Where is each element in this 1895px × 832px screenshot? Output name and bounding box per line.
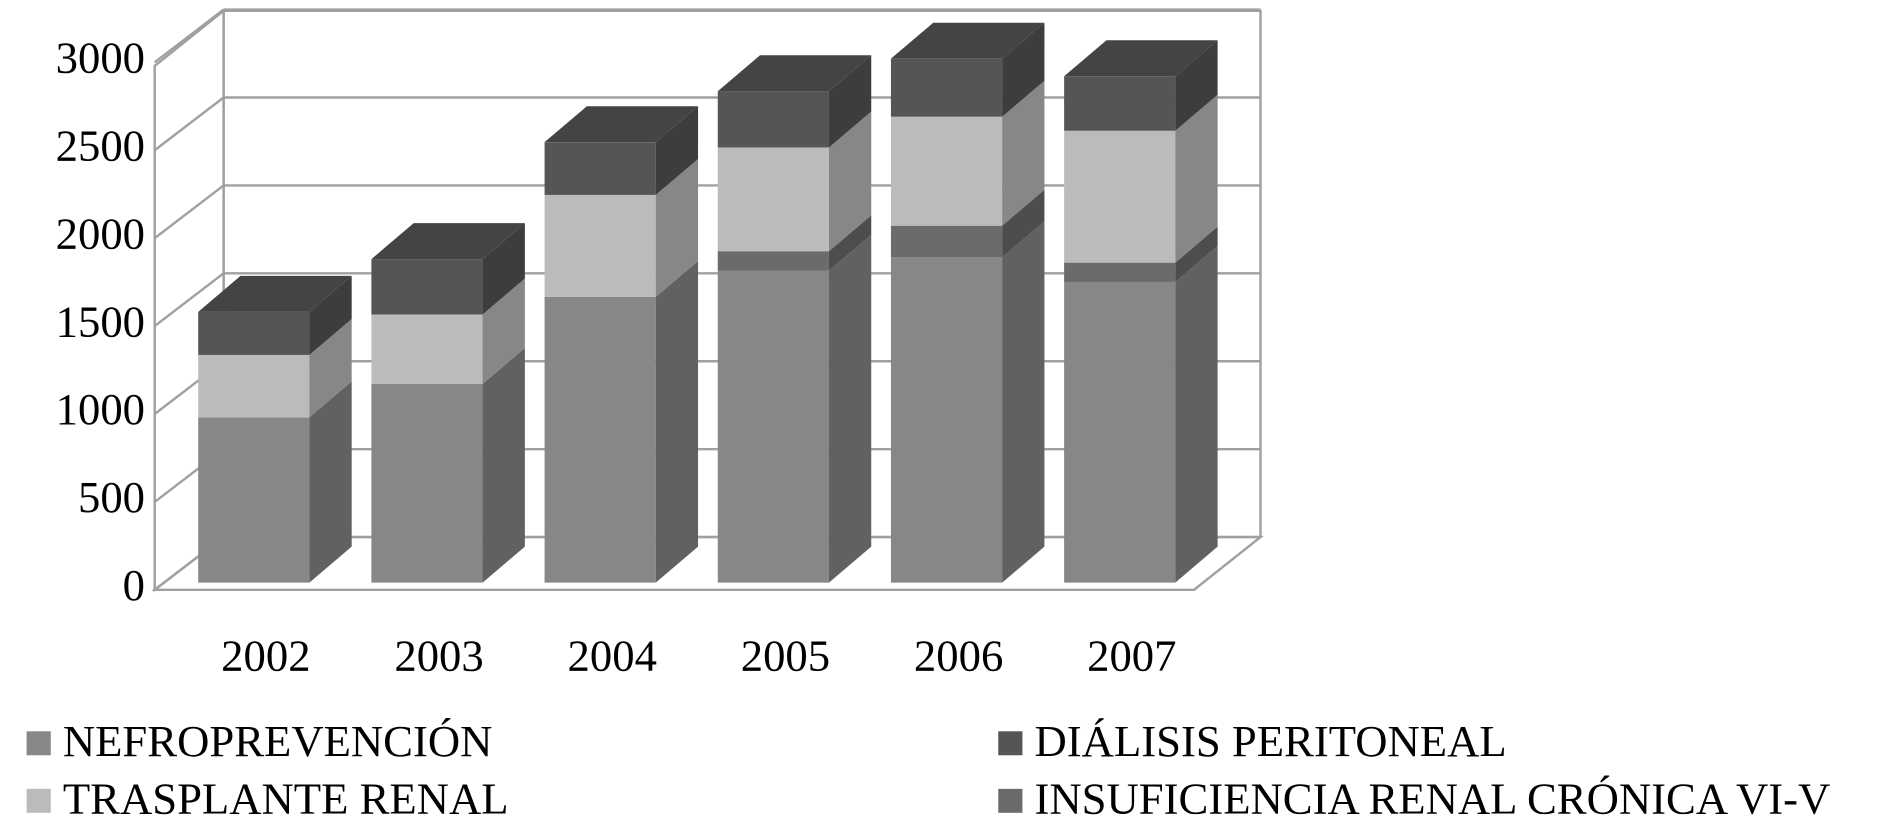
legend-label: NEFROPREVENCIÓN (63, 716, 493, 766)
bar-side (482, 278, 525, 384)
bar-side (828, 111, 872, 252)
x-tick-label: 2006 (914, 631, 1003, 681)
bar-side (655, 158, 699, 297)
bar-segment (371, 259, 483, 315)
legend-swatch (998, 731, 1023, 756)
grid-line (153, 8, 225, 64)
bar-side (828, 215, 872, 271)
bar-top (198, 275, 352, 312)
bar-segment (1064, 262, 1176, 282)
bar-segment (371, 383, 483, 583)
y-tick-label: 3000 (56, 33, 145, 83)
x-tick-label: 2002 (221, 631, 310, 681)
bar-segment (717, 251, 829, 271)
legend-swatch (26, 788, 51, 813)
bar-top (890, 22, 1045, 59)
grid-line (153, 184, 225, 240)
bar-segment (544, 296, 656, 583)
y-tick-label: 500 (78, 472, 145, 522)
bar-segment (544, 142, 656, 195)
bar-side (309, 381, 352, 583)
bar-segment (890, 58, 1003, 117)
bar-side (1002, 189, 1045, 258)
legend-swatch (998, 788, 1023, 813)
bar-side (482, 223, 525, 315)
legend-label: TRASPLANTE RENAL (63, 774, 509, 824)
legend-label: DIÁLISIS PERITONEAL (1035, 716, 1507, 766)
bar-segment (198, 311, 310, 355)
y-tick-label: 2500 (56, 121, 145, 171)
bar-segment (1064, 76, 1176, 131)
x-tick-label: 2004 (568, 631, 657, 681)
bar-segment (890, 257, 1003, 583)
bar-side (1175, 40, 1218, 131)
bar-side (482, 347, 525, 583)
bar-top (1064, 40, 1218, 77)
legend-label: INSUFICIENCIA RENAL CRÓNICA VI-V (1035, 774, 1831, 824)
bar-side (1002, 80, 1045, 226)
bar-side (828, 55, 872, 148)
bar-side (1002, 221, 1045, 583)
y-tick-label: 1500 (56, 296, 145, 346)
bar-segment (544, 194, 656, 297)
bar-side (655, 260, 699, 583)
bar-side (828, 234, 872, 583)
grid-line (153, 272, 225, 328)
bar-segment (198, 417, 310, 583)
bar-side (655, 106, 699, 195)
x-tick-label: 2005 (741, 631, 830, 681)
y-tick-label: 2000 (56, 209, 145, 259)
bar-top (371, 223, 525, 260)
bar-segment (890, 225, 1003, 258)
bar-side (1002, 22, 1045, 117)
bar-side (1175, 246, 1218, 583)
bar-side (309, 318, 352, 418)
bar-segment (717, 91, 829, 148)
bar-side (1175, 226, 1218, 282)
x-tick-label: 2007 (1087, 631, 1176, 681)
bar-top (717, 55, 872, 92)
x-tick-label: 2003 (394, 631, 483, 681)
legend-swatch (26, 731, 51, 756)
bar-side (309, 275, 352, 355)
bar-segment (890, 116, 1003, 226)
bar-segment (717, 270, 829, 583)
grid-line (153, 96, 225, 152)
bar-segment (1064, 130, 1176, 263)
bar-segment (371, 314, 483, 384)
y-tick-label: 1000 (56, 384, 145, 434)
bar-segment (1064, 281, 1176, 583)
bar-segment (198, 354, 310, 418)
bar-side (1175, 94, 1218, 263)
y-tick-label: 0 (123, 560, 145, 610)
bar-segment (717, 147, 829, 252)
bar-top (544, 106, 699, 143)
